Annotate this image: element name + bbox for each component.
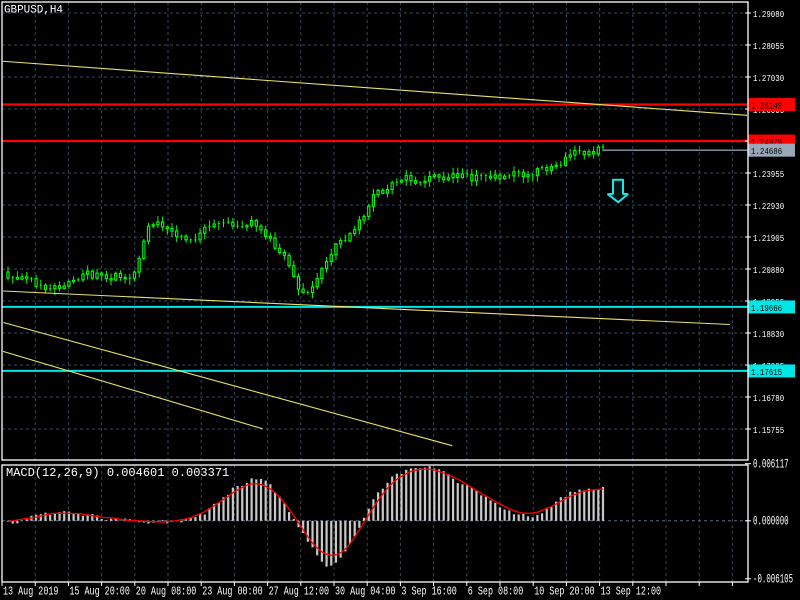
svg-text:1.22930: 1.22930 xyxy=(753,202,784,212)
svg-text:0.000000: 0.000000 xyxy=(753,514,789,529)
svg-text:-0.006105: -0.006105 xyxy=(753,572,793,587)
svg-text:6 Sep 08:00: 6 Sep 08:00 xyxy=(468,585,523,599)
svg-text:1.15755: 1.15755 xyxy=(753,426,784,436)
svg-text:30 Aug 04:00: 30 Aug 04:00 xyxy=(335,585,395,599)
svg-text:0.006117: 0.006117 xyxy=(753,456,789,471)
svg-text:1.23955: 1.23955 xyxy=(753,170,784,180)
svg-text:15 Aug 20:00: 15 Aug 20:00 xyxy=(69,585,129,599)
svg-text:3 Sep 16:00: 3 Sep 16:00 xyxy=(401,585,456,599)
svg-text:1.20880: 1.20880 xyxy=(753,266,784,276)
svg-text:1.28055: 1.28055 xyxy=(753,42,784,52)
svg-text:10 Sep 20:00: 10 Sep 20:00 xyxy=(534,585,594,599)
svg-text:23 Aug 00:00: 23 Aug 00:00 xyxy=(202,585,262,599)
svg-text:1.19666: 1.19666 xyxy=(751,304,782,314)
svg-text:GBPUSD,H4: GBPUSD,H4 xyxy=(4,4,63,16)
svg-text:1.18830: 1.18830 xyxy=(753,330,784,340)
svg-text:1.24686: 1.24686 xyxy=(751,147,782,157)
svg-text:1.26149: 1.26149 xyxy=(751,102,782,112)
svg-text:13 Sep 12:00: 13 Sep 12:00 xyxy=(601,585,661,599)
svg-text:27 Aug 12:00: 27 Aug 12:00 xyxy=(269,585,329,599)
svg-text:1.27030: 1.27030 xyxy=(753,74,784,84)
svg-text:1.21905: 1.21905 xyxy=(753,234,784,244)
svg-text:1.17615: 1.17615 xyxy=(751,368,782,378)
svg-text:1.29080: 1.29080 xyxy=(753,10,784,20)
svg-text:20 Aug 08:00: 20 Aug 08:00 xyxy=(136,585,196,599)
svg-text:MACD(12,26,9) 0.004601 0.00337: MACD(12,26,9) 0.004601 0.003371 xyxy=(6,466,229,480)
svg-text:13 Aug 2019: 13 Aug 2019 xyxy=(3,585,58,599)
svg-text:1.16780: 1.16780 xyxy=(753,394,784,404)
